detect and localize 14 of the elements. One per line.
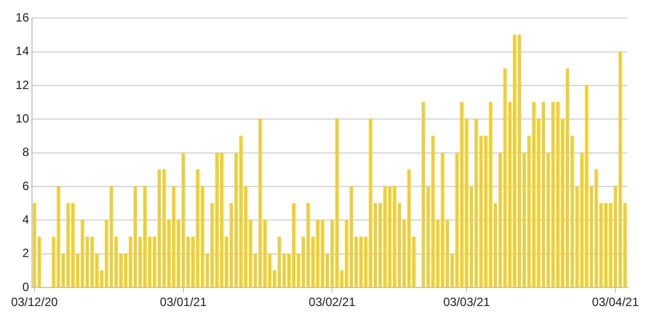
x-tick-label: 03/12/20 — [11, 295, 58, 310]
x-tick-label: 03/01/21 — [160, 295, 207, 310]
y-tick-label: 16 — [16, 10, 30, 25]
y-tick-label: 14 — [16, 44, 30, 58]
y-tick-label: 12 — [16, 78, 30, 92]
y-tick-label: 8 — [22, 145, 30, 160]
y-tick-label: 4 — [22, 212, 30, 227]
x-tick-label: 03/03/21 — [443, 295, 490, 310]
x-tick-label: 03/04/21 — [592, 295, 640, 310]
y-tick-label: 0 — [22, 280, 30, 294]
y-tick-label: 6 — [22, 178, 30, 193]
y-tick-label: 10 — [16, 112, 30, 126]
y-tick-label: 2 — [22, 246, 30, 260]
x-tick-label: 03/02/21 — [308, 295, 356, 310]
